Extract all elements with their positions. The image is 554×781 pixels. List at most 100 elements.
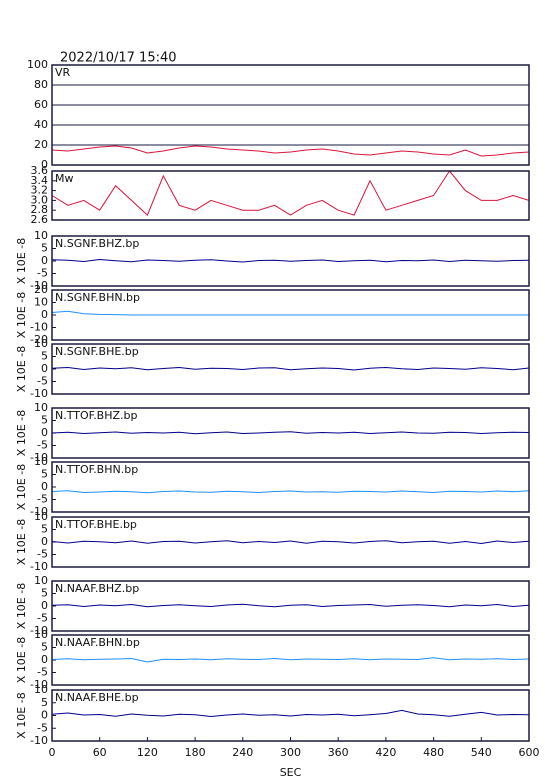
panel-frame	[51, 580, 530, 632]
y-tick-label: 10	[34, 296, 48, 309]
panel-frame	[51, 407, 530, 459]
panel-frame	[51, 289, 530, 341]
y-axis-label: X 10E -8	[15, 238, 28, 284]
y-axis-label: X 10E -8	[15, 583, 28, 629]
y-axis-label: X 10E -8	[15, 464, 28, 510]
y-tick-label: 20	[34, 138, 48, 151]
y-tick-label: -10	[30, 560, 48, 573]
x-tick-label: 300	[280, 746, 301, 759]
x-tick-label: 180	[185, 746, 206, 759]
panel-frame	[51, 634, 530, 686]
series-label: N.TTOF.BHE.bp	[55, 518, 137, 531]
x-tick-label: 420	[375, 746, 396, 759]
y-tick-label: 10	[34, 510, 48, 523]
x-axis-label: SEC	[280, 766, 302, 779]
series-line	[51, 310, 529, 316]
panel-frame	[51, 64, 530, 166]
y-tick-label: 0	[41, 709, 48, 722]
y-axis-label: X 10E -8	[15, 692, 28, 738]
series-label: N.NAAF.BHZ.bp	[55, 582, 139, 595]
y-axis-label: X 10E -8	[15, 519, 28, 565]
y-tick-label: 3.2	[31, 184, 49, 197]
y-tick-label: 5	[41, 468, 48, 481]
y-tick-label: -10	[30, 321, 48, 334]
x-tick-label: 600	[519, 746, 540, 759]
y-axis-label: X 10E -8	[15, 292, 28, 338]
y-tick-label: 0	[41, 426, 48, 439]
y-tick-label: 0	[41, 480, 48, 493]
y-tick-label: -10	[30, 279, 48, 292]
y-tick-label: 0	[41, 653, 48, 666]
y-tick-label: 0	[41, 362, 48, 375]
series-label: N.NAAF.BHN.bp	[55, 636, 140, 649]
chart-title: 2022/10/17 15:40	[60, 51, 177, 66]
panel-frame	[51, 235, 530, 287]
y-tick-label: -10	[30, 505, 48, 518]
series-line	[51, 170, 530, 216]
y-tick-label: -20	[30, 333, 48, 346]
y-tick-label: -10	[30, 678, 48, 691]
series-line	[51, 603, 530, 608]
y-tick-label: 10	[34, 683, 48, 696]
series-label: N.TTOF.BHZ.bp	[55, 409, 138, 422]
series-line	[51, 258, 530, 263]
series-line	[51, 657, 530, 663]
series-label: N.SGNF.BHZ.bp	[55, 237, 139, 250]
y-tick-label: 0	[41, 254, 48, 267]
y-tick-label: 100	[27, 58, 48, 71]
y-tick-label: -5	[37, 666, 48, 679]
y-tick-label: 0	[41, 535, 48, 548]
y-tick-label: 5	[41, 523, 48, 536]
series-line	[51, 709, 530, 718]
panel-frame	[51, 170, 530, 221]
series-line	[51, 145, 530, 157]
y-tick-label: 5	[41, 696, 48, 709]
y-tick-label: 2.8	[31, 203, 49, 216]
y-tick-label: 3.0	[31, 193, 49, 206]
y-tick-label: 0	[41, 308, 48, 321]
y-tick-label: -5	[37, 493, 48, 506]
y-tick-label: -5	[37, 439, 48, 452]
x-tick-label: 120	[137, 746, 158, 759]
y-tick-label: 60	[34, 98, 48, 111]
x-tick-label: 540	[471, 746, 492, 759]
panel-frame	[51, 461, 530, 513]
x-tick-label: 0	[49, 746, 56, 759]
y-tick-label: -10	[30, 451, 48, 464]
series-label: N.TTOF.BHN.bp	[55, 463, 138, 476]
series-label: Mw	[55, 172, 74, 185]
y-tick-label: 10	[34, 229, 48, 242]
y-tick-label: -10	[30, 734, 48, 747]
y-axis-label: X 10E -8	[15, 637, 28, 683]
x-tick-label: 480	[423, 746, 444, 759]
y-tick-label: 10	[34, 455, 48, 468]
y-tick-label: 10	[34, 337, 48, 350]
y-tick-label: 5	[41, 641, 48, 654]
y-tick-label: 40	[34, 118, 48, 131]
y-tick-label: 0	[41, 158, 48, 171]
y-tick-label: 10	[34, 401, 48, 414]
panel-frame	[51, 343, 530, 395]
y-tick-label: -10	[30, 624, 48, 637]
y-tick-label: 10	[34, 574, 48, 587]
y-axis-label: X 10E -8	[15, 410, 28, 456]
series-line	[51, 490, 530, 494]
series-label: N.NAAF.BHE.bp	[55, 691, 139, 704]
series-line	[51, 540, 530, 545]
y-tick-label: -5	[37, 375, 48, 388]
x-tick-label: 240	[232, 746, 253, 759]
y-tick-label: 5	[41, 242, 48, 255]
x-tick-label: 360	[328, 746, 349, 759]
x-tick-label: 60	[93, 746, 107, 759]
panel-frame	[51, 516, 530, 568]
y-tick-label: 5	[41, 587, 48, 600]
y-tick-label: -5	[37, 721, 48, 734]
y-tick-label: -5	[37, 267, 48, 280]
y-tick-label: 80	[34, 78, 48, 91]
y-tick-label: 2.6	[31, 213, 49, 226]
y-tick-label: -5	[37, 548, 48, 561]
series-line	[51, 366, 530, 371]
series-label: N.SGNF.BHN.bp	[55, 291, 140, 304]
y-tick-label: -5	[37, 612, 48, 625]
